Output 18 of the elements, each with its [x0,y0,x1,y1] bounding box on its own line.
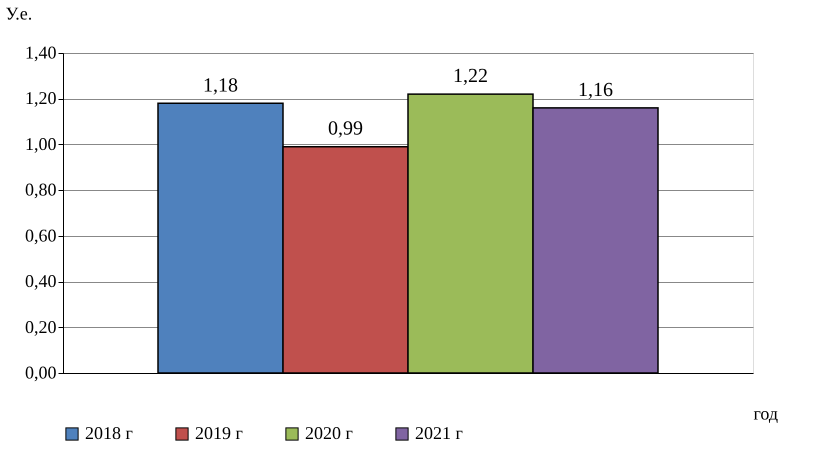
data-label: 1,16 [578,78,613,101]
y-tick-label: 0,60 [25,225,56,246]
legend-label: 2021 г [415,423,463,443]
data-label: 1,18 [203,74,238,96]
legend-label: 2020 г [305,423,353,443]
legend-label: 2018 г [85,423,133,443]
y-tick-label: 1,20 [25,88,56,108]
y-tick-label: 0,20 [25,316,56,337]
y-tick-label: 1,00 [25,134,56,154]
y-tick-label: 0,00 [25,362,56,382]
y-tick-label: 1,40 [25,42,56,62]
y-axis-title: У.е. [6,4,32,24]
data-label: 0,99 [328,118,363,140]
legend-label: 2019 г [195,423,243,443]
y-tick-label: 0,80 [25,180,56,200]
y-tick-label: 0,40 [25,271,56,292]
data-label: 1,22 [453,65,488,88]
x-axis-title: год [754,404,778,424]
